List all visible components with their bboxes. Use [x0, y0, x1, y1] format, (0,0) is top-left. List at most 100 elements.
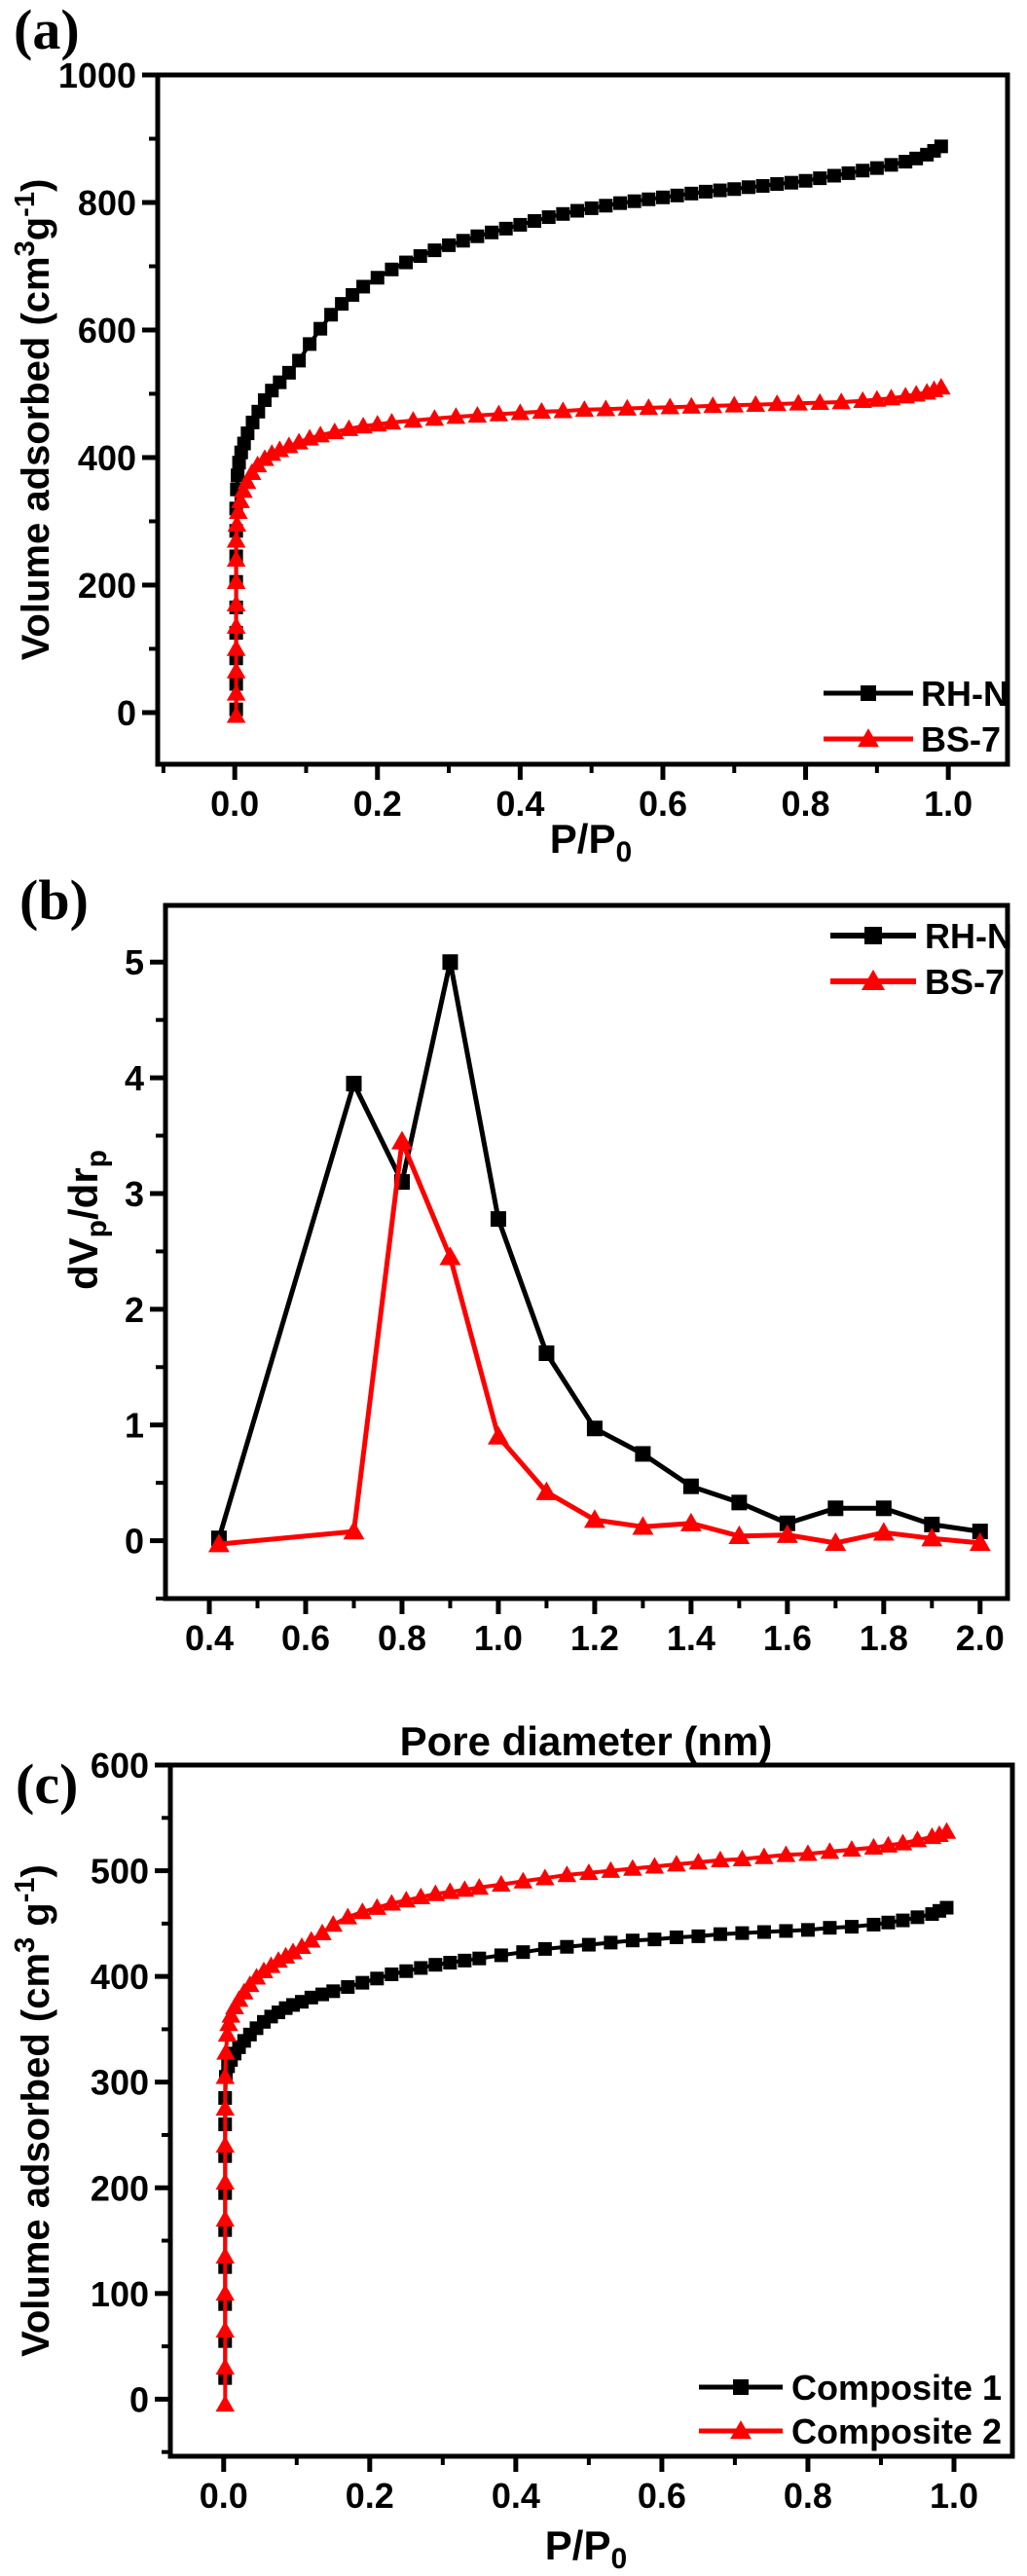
panel-c-xtick-label: 1.0	[930, 2476, 978, 2516]
rh-n-marker	[413, 249, 427, 264]
rh-n-marker	[513, 217, 528, 232]
rh-n-marker	[556, 206, 570, 221]
panel-b-legend-item-bs-7: BS-7	[830, 962, 1005, 1002]
bs-7-marker	[226, 639, 246, 656]
composite-2-marker	[302, 1931, 321, 1948]
composite-1-marker	[341, 1979, 355, 1994]
composite-2-marker	[425, 1884, 446, 1901]
panel-b-series-bs-7-markers	[208, 1130, 991, 1553]
panel-c-ytick-label: 0	[129, 2379, 149, 2419]
bs-7-marker	[583, 1509, 605, 1528]
rh-n-marker	[755, 178, 770, 193]
composite-2-marker	[644, 1857, 665, 1874]
panel-b-xtick-label: 2.0	[956, 1618, 1005, 1658]
composite-1-marker	[647, 1932, 662, 1947]
rh-n-marker	[356, 279, 371, 294]
panel-a-xtick-label: 0.2	[353, 784, 402, 824]
bs-7-marker	[226, 683, 246, 701]
composite-1-marker	[326, 1984, 341, 1999]
panel-c-y-axis-title: Volume adsorbed (cm3 g-1)	[10, 1864, 57, 2357]
rh-n-marker	[292, 353, 307, 368]
composite-1-marker	[581, 1937, 596, 1952]
rh-n-marker	[884, 158, 899, 172]
panel-b-ytick-label: 3	[125, 1174, 144, 1214]
panel-b-legend-label-rh-n: RH-N	[925, 916, 1012, 956]
composite-2-marker	[283, 1942, 303, 1960]
rh-n-marker	[303, 337, 317, 351]
composite-2-marker	[216, 2042, 236, 2060]
rh-n-marker	[813, 171, 827, 186]
rh-n-marker	[869, 161, 884, 175]
triangle-legend-marker-icon	[861, 969, 886, 991]
panel-a: 0.0 0.2 0.4 0.6 0.8 1.0 0 200 400 600 800 1000 P/P0 V…	[10, 0, 1010, 868]
panel-a-legend-item-bs-7: BS-7	[824, 719, 1001, 759]
panel-c-xtick-label: 0.4	[492, 2476, 540, 2516]
composite-2-marker	[215, 2210, 236, 2227]
bs-7-marker	[681, 396, 702, 414]
composite-2-marker	[215, 2067, 236, 2084]
bs-7-marker	[424, 409, 445, 426]
composite-1-marker	[910, 1910, 925, 1925]
composite-2-marker	[711, 1850, 730, 1868]
bs-7-marker	[446, 407, 466, 424]
bs-7-marker	[660, 397, 680, 415]
bs-7-marker	[789, 393, 809, 411]
bs-7-marker	[932, 378, 951, 395]
rh-n-marker	[427, 243, 442, 258]
bs-7-marker	[226, 616, 246, 634]
bs-7-marker	[325, 422, 345, 440]
rh-n-marker	[442, 954, 458, 971]
bs-7-marker	[226, 571, 246, 590]
bs-7-marker	[382, 413, 402, 430]
rh-n-marker	[584, 201, 599, 215]
composite-2-marker	[215, 2099, 236, 2116]
rh-n-marker	[698, 184, 713, 199]
bs-7-marker	[776, 1524, 798, 1543]
rh-n-marker	[251, 404, 266, 419]
rh-n-marker	[240, 426, 255, 441]
rh-n-marker	[826, 168, 841, 183]
square-legend-marker-icon	[733, 2379, 749, 2395]
panel-b-legend-label-bs-7: BS-7	[925, 962, 1005, 1002]
panel-c-ytick-label: 500	[91, 1852, 149, 1892]
panel-c-axis-ticks	[155, 1762, 957, 2472]
panel-c-series-composite-1	[218, 1900, 954, 2385]
bs-7-marker	[226, 549, 246, 568]
composite-1-marker	[691, 1929, 706, 1943]
bs-7-marker	[746, 394, 766, 412]
composite-1-marker	[896, 1913, 910, 1928]
bs-7-marker	[231, 491, 250, 508]
bs-7-marker	[703, 396, 723, 414]
composite-2-marker	[601, 1860, 621, 1878]
composite-1-marker	[735, 1926, 750, 1940]
panel-a-x-axis-title: P/P0	[550, 816, 632, 868]
bs-7-marker	[853, 390, 872, 409]
panel-b-xtick-label: 0.4	[185, 1618, 234, 1658]
bs-7-marker	[831, 392, 851, 410]
panel-a-ytick-label: 400	[78, 438, 136, 478]
bs-7-marker	[574, 400, 595, 418]
composite-1-marker	[458, 1953, 472, 1968]
bs-7-marker	[639, 398, 659, 416]
composite-1-marker	[304, 1990, 318, 2005]
panel-b-xtick-label: 0.6	[281, 1618, 330, 1658]
bs-7-marker	[489, 404, 509, 422]
panel-c-ytick-label: 100	[91, 2274, 149, 2314]
rh-n-marker	[856, 164, 870, 178]
composite-1-marker	[355, 1975, 370, 1990]
rh-n-marker	[727, 182, 742, 197]
bs-7-marker	[391, 1130, 413, 1150]
composite-1-marker	[756, 1925, 771, 1939]
rh-n-marker	[528, 213, 542, 228]
bs-7-marker	[353, 417, 373, 434]
composite-2-marker	[382, 1894, 402, 1911]
rh-n-marker	[313, 321, 328, 336]
composite-1-marker	[494, 1948, 508, 1963]
panel-a-ytick-label: 0	[117, 693, 136, 733]
bs-7-marker	[535, 1481, 558, 1500]
rh-n-marker	[370, 271, 385, 285]
bs-7-marker	[617, 398, 638, 416]
composite-2-marker	[269, 1951, 288, 1969]
bs-7-marker	[227, 514, 247, 533]
